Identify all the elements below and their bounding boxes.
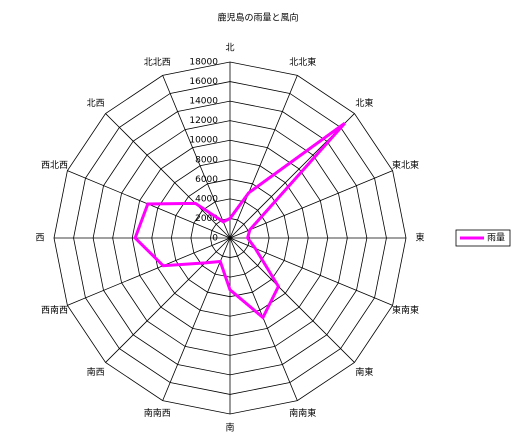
y-tick-label: 2000 [195, 214, 218, 224]
category-label: 東 [415, 232, 424, 244]
spoke [229, 75, 298, 239]
category-label: 南西 [87, 366, 105, 378]
spoke [229, 237, 355, 363]
y-tick-label: 10000 [189, 136, 218, 146]
category-label: 南南東 [289, 407, 316, 419]
chart-title: 鹿児島の雨量と風向 [217, 12, 298, 24]
y-tick-label: 8000 [195, 155, 218, 165]
spoke [67, 237, 231, 306]
category-label: 北西 [87, 98, 105, 109]
category-label: 西 [35, 233, 44, 244]
y-tick-label: 14000 [189, 97, 218, 107]
y-tick-label: 18000 [189, 58, 218, 68]
category-label: 西南西 [41, 304, 68, 316]
spoke [162, 237, 231, 401]
category-label: 北東 [355, 97, 373, 109]
legend-label: 雨量 [487, 233, 505, 244]
category-label: 南東 [355, 366, 373, 378]
y-tick-label: 4000 [195, 194, 218, 204]
category-label: 東南東 [392, 304, 419, 316]
y-tick-label: 12000 [189, 116, 218, 126]
spoke [105, 113, 231, 239]
spoke [162, 75, 231, 239]
category-label: 北北東 [289, 56, 316, 68]
y-tick-label: 6000 [195, 175, 218, 185]
spoke [229, 170, 393, 239]
category-label: 南南西 [144, 407, 171, 419]
y-tick-label: 0 [212, 234, 218, 244]
spoke [105, 237, 231, 363]
series-line [133, 122, 346, 320]
category-label: 北北西 [144, 57, 171, 68]
category-label: 西北西 [41, 160, 68, 171]
category-label: 東北東 [392, 159, 419, 171]
y-tick-label: 16000 [189, 77, 218, 87]
category-label: 南 [225, 422, 234, 434]
category-label: 北 [225, 43, 234, 54]
